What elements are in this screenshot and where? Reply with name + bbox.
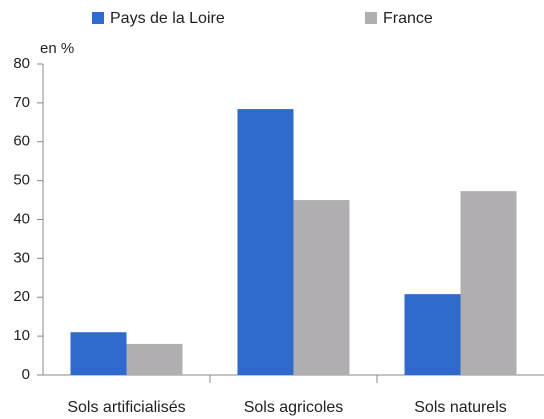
legend-swatch xyxy=(365,12,377,24)
legend-swatch xyxy=(92,12,104,24)
y-tick-label: 10 xyxy=(13,327,30,344)
bar xyxy=(293,200,350,375)
bar xyxy=(70,332,127,375)
y-tick-label: 70 xyxy=(13,94,30,111)
y-tick-label: 0 xyxy=(22,366,30,383)
y-tick-label: 30 xyxy=(13,249,30,266)
x-tick-label: Sols naturels xyxy=(414,399,507,416)
y-tick-label: 50 xyxy=(13,172,30,189)
x-tick-label: Sols agricoles xyxy=(244,399,344,416)
legend-label: France xyxy=(383,10,433,27)
y-tick-label: 80 xyxy=(13,55,30,72)
bar xyxy=(404,294,461,375)
y-tick-label: 40 xyxy=(13,210,30,227)
y-tick-label: 20 xyxy=(13,288,30,305)
bar xyxy=(126,343,183,375)
x-tick-label: Sols artificialisés xyxy=(67,399,185,416)
y-tick-label: 60 xyxy=(13,133,30,150)
bar xyxy=(460,191,517,375)
legend-label: Pays de la Loire xyxy=(110,10,225,27)
y-axis-label: en % xyxy=(40,40,74,57)
bar xyxy=(237,109,294,375)
